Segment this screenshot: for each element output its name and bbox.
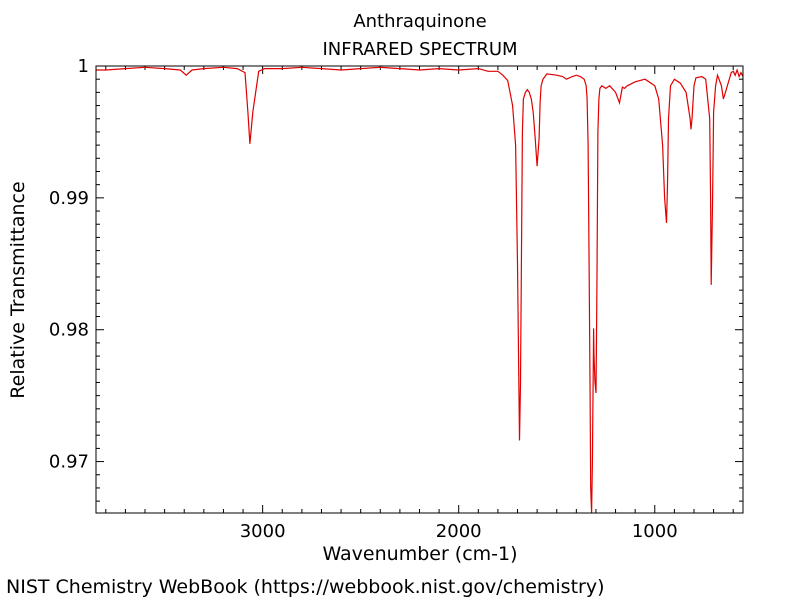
x-axis-label: Wavenumber (cm-1) bbox=[322, 543, 518, 565]
y-axis-label: Relative Transmittance bbox=[7, 181, 29, 399]
y-tick-label: 1 bbox=[78, 56, 89, 77]
axis-tick-labels: 3000 2000 1000 0.97 0.98 0.99 1 bbox=[49, 56, 678, 542]
x-tick-label: 2000 bbox=[436, 521, 482, 542]
y-tick-label: 0.99 bbox=[49, 188, 89, 209]
y-tick-label: 0.98 bbox=[49, 320, 89, 341]
axis-ticks bbox=[96, 65, 743, 513]
x-tick-label: 1000 bbox=[632, 521, 678, 542]
plot-frame bbox=[95, 65, 744, 514]
source-credit: NIST Chemistry WebBook (https://webbook.… bbox=[6, 576, 605, 598]
x-tick-label: 3000 bbox=[240, 521, 286, 542]
spectrum-line bbox=[96, 66, 744, 514]
chart-title: Anthraquinone bbox=[353, 11, 487, 32]
y-tick-label: 0.97 bbox=[49, 452, 89, 473]
chart-subtitle: INFRARED SPECTRUM bbox=[322, 39, 518, 60]
